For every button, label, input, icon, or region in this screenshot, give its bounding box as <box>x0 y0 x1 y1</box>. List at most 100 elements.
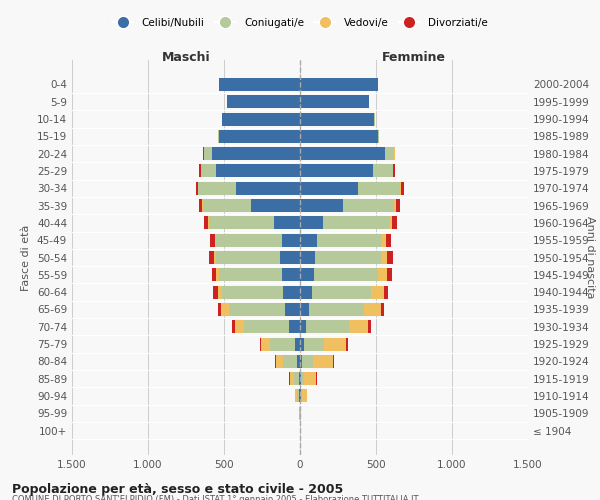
Bar <box>392 216 397 230</box>
Bar <box>203 147 204 160</box>
Bar <box>202 199 203 212</box>
Bar <box>300 338 304 350</box>
Bar <box>218 286 223 298</box>
Bar <box>209 216 274 230</box>
Bar <box>300 286 312 298</box>
Bar <box>280 251 300 264</box>
Bar <box>209 251 214 264</box>
Bar <box>316 372 317 385</box>
Bar <box>274 216 300 230</box>
Bar <box>300 199 343 212</box>
Text: Femmine: Femmine <box>382 50 446 64</box>
Bar <box>386 234 391 246</box>
Bar <box>386 251 393 264</box>
Bar <box>300 320 306 333</box>
Bar <box>304 372 316 385</box>
Bar <box>300 130 377 143</box>
Bar <box>199 164 201 177</box>
Bar <box>218 130 220 143</box>
Bar <box>312 286 371 298</box>
Bar <box>300 147 385 160</box>
Bar <box>283 286 300 298</box>
Bar <box>313 355 332 368</box>
Bar <box>317 234 382 246</box>
Bar <box>401 182 404 195</box>
Bar <box>220 78 300 91</box>
Bar <box>260 338 261 350</box>
Bar <box>223 286 283 298</box>
Bar <box>295 338 300 350</box>
Bar <box>377 268 386 281</box>
Bar <box>301 372 304 385</box>
Bar <box>300 216 323 230</box>
Bar <box>299 390 300 402</box>
Bar <box>300 78 377 91</box>
Bar <box>215 234 217 246</box>
Bar <box>271 338 295 350</box>
Bar <box>300 251 315 264</box>
Bar <box>203 199 251 212</box>
Bar <box>198 182 236 195</box>
Bar <box>300 390 301 402</box>
Bar <box>211 234 215 246</box>
Bar <box>201 164 217 177</box>
Bar <box>220 130 300 143</box>
Bar <box>302 390 307 402</box>
Bar <box>217 268 220 281</box>
Bar <box>300 112 374 126</box>
Bar <box>301 390 302 402</box>
Text: Maschi: Maschi <box>161 50 211 64</box>
Bar <box>285 303 300 316</box>
Bar <box>309 303 364 316</box>
Bar <box>212 147 300 160</box>
Bar <box>232 320 235 333</box>
Bar <box>396 199 400 212</box>
Bar <box>373 164 393 177</box>
Bar <box>304 338 323 350</box>
Bar <box>199 199 202 212</box>
Bar <box>315 251 380 264</box>
Bar <box>235 320 244 333</box>
Bar <box>300 234 317 246</box>
Bar <box>261 338 271 350</box>
Bar <box>332 355 334 368</box>
Bar <box>343 199 394 212</box>
Bar <box>289 320 300 333</box>
Bar <box>221 303 229 316</box>
Bar <box>275 355 283 368</box>
Bar <box>383 286 388 298</box>
Bar <box>389 216 392 230</box>
Bar <box>214 251 217 264</box>
Bar <box>323 216 389 230</box>
Bar <box>229 303 285 316</box>
Bar <box>380 251 386 264</box>
Bar <box>368 320 371 333</box>
Bar <box>385 147 394 160</box>
Text: Popolazione per età, sesso e stato civile - 2005: Popolazione per età, sesso e stato civil… <box>12 482 343 496</box>
Bar <box>217 164 300 177</box>
Bar <box>204 216 208 230</box>
Bar <box>393 164 395 177</box>
Bar <box>299 372 300 385</box>
Bar <box>300 268 314 281</box>
Bar <box>290 372 294 385</box>
Bar <box>377 130 379 143</box>
Bar <box>282 234 300 246</box>
Bar <box>349 320 368 333</box>
Bar <box>371 286 383 298</box>
Legend: Celibi/Nubili, Coniugati/e, Vedovi/e, Divorziati/e: Celibi/Nubili, Coniugati/e, Vedovi/e, Di… <box>108 14 492 32</box>
Bar <box>297 390 299 402</box>
Bar <box>364 303 380 316</box>
Bar <box>212 268 217 281</box>
Bar <box>374 112 375 126</box>
Bar <box>300 164 373 177</box>
Bar <box>386 268 392 281</box>
Bar <box>300 303 309 316</box>
Bar <box>382 234 386 246</box>
Bar <box>380 303 385 316</box>
Y-axis label: Anni di nascita: Anni di nascita <box>585 216 595 298</box>
Bar <box>306 320 349 333</box>
Bar <box>300 372 301 385</box>
Bar <box>236 182 300 195</box>
Bar <box>227 96 300 108</box>
